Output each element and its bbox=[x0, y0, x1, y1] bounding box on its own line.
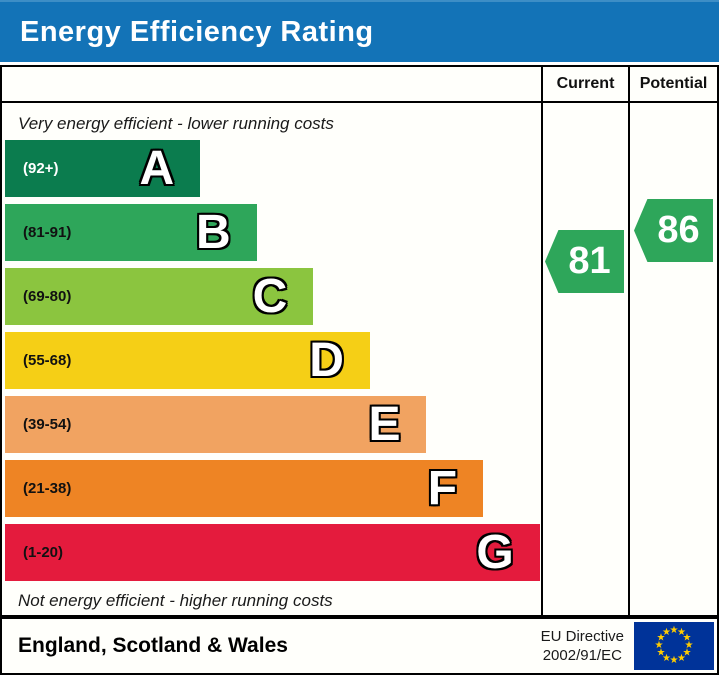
footer-bar: England, Scotland & Wales EU Directive 2… bbox=[0, 617, 719, 675]
rating-table: Current Potential Very energy efficient … bbox=[0, 65, 719, 617]
potential-header: Potential bbox=[628, 67, 717, 103]
region-label: England, Scotland & Wales bbox=[18, 634, 288, 657]
band-row-a: (92+) A bbox=[5, 140, 201, 197]
band-chart-area: Very energy efficient - lower running co… bbox=[2, 103, 541, 615]
band-letter: A bbox=[139, 142, 175, 195]
band-range: (1-20) bbox=[23, 544, 64, 561]
eu-directive-line1: EU Directive bbox=[540, 627, 624, 645]
band-row-f: (21-38) F bbox=[5, 460, 484, 517]
eu-flag-icon: ★ ★ ★ ★ ★ ★ ★ ★ ★ ★ ★ ★ bbox=[634, 622, 714, 670]
eu-star-icon: ★ bbox=[669, 655, 679, 666]
band-range: (69-80) bbox=[23, 288, 72, 305]
eu-star-icon: ★ bbox=[684, 640, 694, 651]
potential-column: 86 bbox=[628, 103, 717, 615]
title-bar: Energy Efficiency Rating bbox=[0, 0, 719, 62]
band-letter: G bbox=[476, 526, 514, 579]
header-spacer-cell bbox=[2, 67, 541, 103]
band-row-b: (81-91) B bbox=[5, 204, 257, 261]
band-list: (92+) A (81-91) B (69-80) C (55-68) D (3… bbox=[2, 140, 541, 581]
eu-star-icon: ★ bbox=[677, 627, 686, 639]
potential-rating-arrow: 86 bbox=[634, 199, 713, 262]
band-range: (92+) bbox=[23, 160, 59, 177]
potential-rating-value: 86 bbox=[657, 209, 700, 251]
bottom-note: Not energy efficient - higher running co… bbox=[18, 591, 333, 610]
eu-star-icon: ★ bbox=[656, 647, 666, 659]
eu-star-icon: ★ bbox=[682, 632, 692, 644]
current-rating-arrow: 81 bbox=[545, 230, 624, 293]
eu-star-icon: ★ bbox=[656, 632, 666, 644]
current-rating-value: 81 bbox=[568, 240, 611, 282]
eu-directive-text: EU Directive 2002/91/EC bbox=[541, 627, 624, 666]
eu-star-icon: ★ bbox=[677, 652, 686, 664]
current-column: 81 bbox=[541, 103, 628, 615]
band-range: (81-91) bbox=[23, 224, 72, 241]
current-header: Current bbox=[541, 67, 628, 103]
eu-star-icon: ★ bbox=[654, 640, 664, 651]
band-letter: E bbox=[368, 398, 401, 451]
eu-star-icon: ★ bbox=[669, 625, 679, 636]
band-letter: F bbox=[427, 462, 458, 515]
band-row-e: (39-54) E bbox=[5, 396, 427, 453]
band-row-c: (69-80) C bbox=[5, 268, 314, 325]
band-range: (39-54) bbox=[23, 416, 72, 433]
band-range: (55-68) bbox=[23, 352, 72, 369]
band-letter: B bbox=[196, 206, 231, 259]
band-row-d: (55-68) D bbox=[5, 332, 370, 389]
page-title: Energy Efficiency Rating bbox=[20, 16, 374, 48]
top-note: Very energy efficient - lower running co… bbox=[18, 114, 334, 133]
band-row-g: (1-20) G bbox=[5, 524, 540, 581]
eu-star-icon: ★ bbox=[662, 627, 671, 639]
eu-star-icon: ★ bbox=[682, 647, 692, 659]
eu-directive-line2: 2002/91/EC bbox=[542, 647, 622, 664]
eu-star-icon: ★ bbox=[662, 652, 671, 664]
band-letter: C bbox=[252, 270, 288, 323]
band-range: (21-38) bbox=[23, 480, 72, 497]
band-letter: D bbox=[309, 334, 344, 387]
